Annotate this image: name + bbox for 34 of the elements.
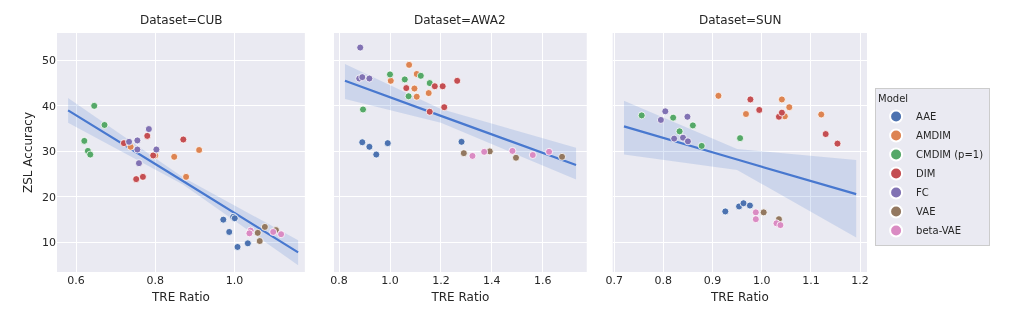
legend-label: VAE: [916, 206, 936, 218]
legend-label: CMDIM (p=1): [916, 149, 984, 161]
legend-label: FC: [916, 187, 929, 199]
chart-title: Dataset=SUN: [699, 13, 782, 27]
x-tick-label: 1.1: [802, 274, 820, 287]
x-tick-label: 1.0: [225, 274, 244, 287]
y-tick-label: 50: [42, 54, 56, 68]
legend-label: beta-VAE: [916, 225, 962, 237]
x-tick-label: 1.4: [483, 274, 501, 287]
x-axis-title: TRE Ratio: [150, 289, 210, 304]
y-tick-label: 10: [42, 236, 56, 250]
x-axis-title: TRE Ratio: [709, 289, 769, 304]
legend-label: AAE: [916, 111, 937, 123]
x-tick-label: 0.8: [330, 274, 348, 287]
legend-label: AMDIM: [916, 130, 951, 142]
y-tick-label: 30: [42, 145, 56, 159]
x-tick-label: 0.9: [703, 274, 722, 287]
chart-title: Dataset=CUB: [140, 13, 223, 27]
x-tick-label: 1.0: [752, 274, 771, 287]
x-tick-label: 1.2: [432, 274, 450, 287]
x-tick-label: 0.8: [654, 274, 673, 287]
y-tick-label: 20: [42, 190, 56, 204]
y-axis-title: ZSL Accuracy: [21, 111, 36, 194]
legend-title: Model: [878, 92, 909, 104]
x-tick-label: 0.8: [146, 274, 164, 287]
x-axis-title: TRE Ratio: [430, 289, 490, 304]
legend-label: DIM: [916, 168, 936, 180]
x-tick-label: 0.7: [605, 274, 623, 287]
chart-title: Dataset=AWA2: [414, 13, 506, 27]
x-tick-label: 1.2: [851, 274, 869, 287]
x-tick-label: 0.6: [67, 274, 85, 287]
x-tick-label: 1.0: [381, 274, 399, 287]
y-tick-label: 40: [42, 99, 56, 113]
x-tick-label: 1.6: [533, 274, 552, 287]
